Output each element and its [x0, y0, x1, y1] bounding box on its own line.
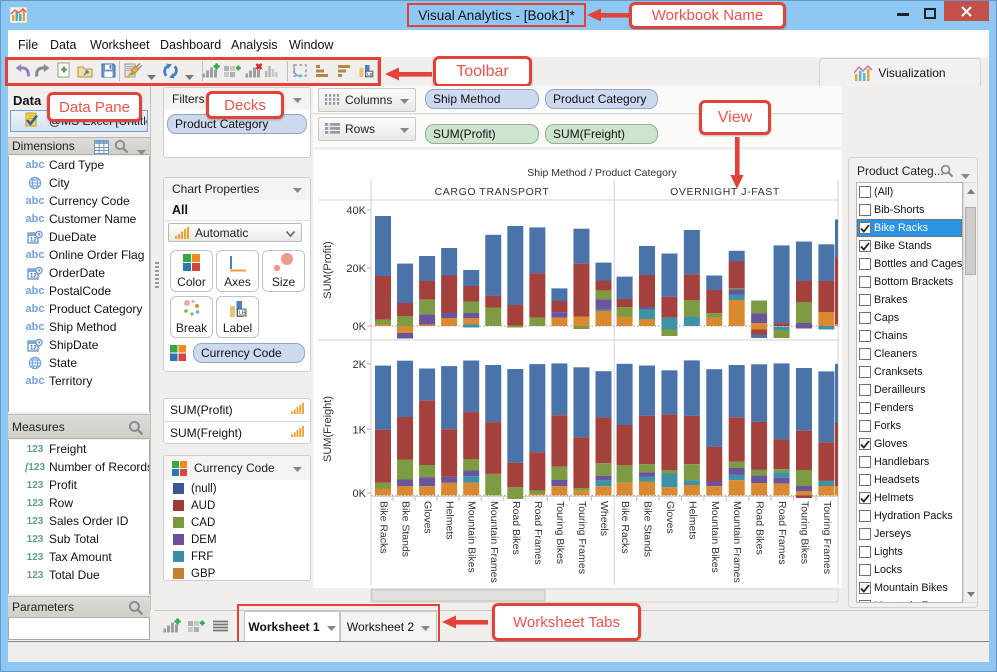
- svg-text:0K: 0K: [353, 488, 367, 500]
- svg-text:Mountain Bikes: Mountain Bikes: [466, 501, 478, 573]
- svg-text:Gloves: Gloves: [422, 501, 434, 534]
- svg-text:Bike Racks: Bike Racks: [378, 501, 390, 554]
- svg-text:SUM(Profit): SUM(Profit): [322, 241, 334, 298]
- svg-text:Ship Method / Product Category: Ship Method / Product Category: [527, 167, 677, 179]
- svg-text:Bike Racks: Bike Racks: [619, 501, 631, 554]
- svg-text:Mountain Frames: Mountain Frames: [731, 501, 743, 583]
- svg-text:Touring Bikes: Touring Bikes: [798, 501, 810, 564]
- svg-text:20K: 20K: [346, 263, 366, 275]
- svg-text:Road Bikes: Road Bikes: [754, 501, 766, 555]
- svg-text:Touring Bikes: Touring Bikes: [554, 501, 566, 564]
- svg-text:Touring Frames: Touring Frames: [821, 501, 833, 574]
- svg-text:0K: 0K: [353, 321, 367, 333]
- svg-text:Wheels: Wheels: [598, 501, 610, 536]
- svg-text:Road Frames: Road Frames: [776, 501, 788, 565]
- svg-text:LB: LB: [239, 311, 246, 317]
- svg-text:Mountain Bikes: Mountain Bikes: [709, 501, 721, 573]
- svg-text:Gloves: Gloves: [664, 501, 676, 534]
- svg-text:Bike Stands: Bike Stands: [642, 501, 654, 557]
- svg-text:Road Bikes: Road Bikes: [510, 501, 522, 555]
- svg-text:Road Frames: Road Frames: [532, 501, 544, 565]
- svg-text:LB: LB: [367, 72, 373, 77]
- svg-text:Helmets: Helmets: [686, 501, 698, 540]
- svg-text:12: 12: [30, 273, 37, 279]
- svg-text:Mountain Frames: Mountain Frames: [488, 501, 500, 583]
- svg-text:OVERNIGHT J-FAST: OVERNIGHT J-FAST: [670, 186, 780, 198]
- svg-text:Helmets: Helmets: [444, 501, 456, 540]
- svg-text:40K: 40K: [346, 205, 366, 217]
- svg-text:Bike Stands: Bike Stands: [400, 501, 412, 557]
- svg-text:2K: 2K: [353, 359, 367, 371]
- svg-text:1K: 1K: [353, 424, 367, 436]
- svg-text:12: 12: [30, 237, 37, 243]
- svg-text:12: 12: [30, 345, 37, 351]
- svg-text:Touring Frames: Touring Frames: [576, 501, 588, 574]
- svg-text:SUM(Freight): SUM(Freight): [322, 396, 334, 462]
- svg-text:CARGO TRANSPORT: CARGO TRANSPORT: [435, 186, 550, 198]
